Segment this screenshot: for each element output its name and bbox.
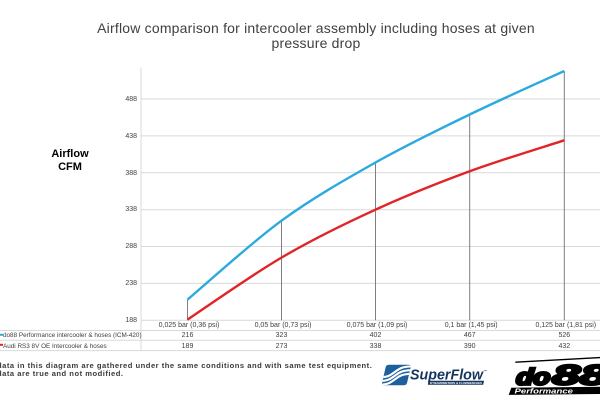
svg-text:Performance: Performance <box>515 386 574 395</box>
svg-text:™: ™ <box>484 370 488 374</box>
svg-text:88: 88 <box>551 359 600 390</box>
svg-text:do: do <box>515 364 551 389</box>
svg-text:SuperFlow: SuperFlow <box>410 367 484 383</box>
svg-text:DYNAMOMETERS & FLOWBENCHES: DYNAMOMETERS & FLOWBENCHES <box>430 381 482 385</box>
